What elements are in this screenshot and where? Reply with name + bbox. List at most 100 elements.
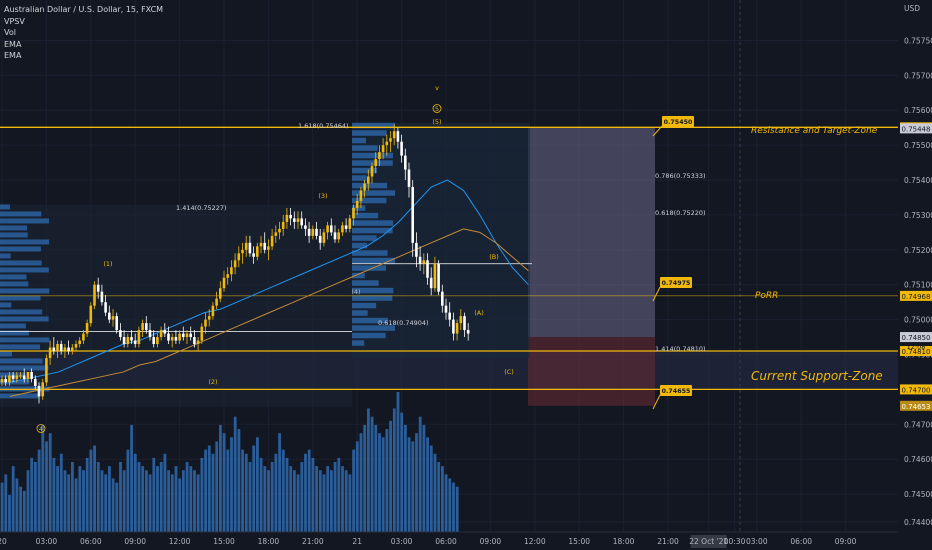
candle-body[interactable]	[167, 333, 170, 341]
candle-body[interactable]	[352, 207, 355, 219]
candle-body[interactable]	[48, 347, 52, 358]
candle-body[interactable]	[119, 330, 122, 338]
candle-body[interactable]	[126, 337, 130, 345]
candle-body[interactable]	[89, 305, 93, 324]
candle-body[interactable]	[392, 131, 396, 139]
candle-body[interactable]	[363, 183, 366, 191]
candle-body[interactable]	[85, 323, 89, 334]
candle-body[interactable]	[156, 337, 159, 345]
candle-body[interactable]	[174, 337, 178, 341]
candle-body[interactable]	[326, 225, 329, 233]
candle-body[interactable]	[459, 316, 463, 324]
candle-body[interactable]	[267, 246, 270, 250]
candle-body[interactable]	[252, 253, 255, 257]
candle-body[interactable]	[355, 200, 359, 208]
candle-body[interactable]	[426, 260, 429, 278]
candle-body[interactable]	[341, 225, 344, 233]
candle-body[interactable]	[115, 316, 118, 331]
candle-body[interactable]	[367, 176, 370, 184]
candle-body[interactable]	[433, 263, 437, 289]
candle-body[interactable]	[444, 305, 448, 313]
candle-body[interactable]	[11, 375, 15, 379]
time-axis[interactable]: 20 03:00 06:00 09:00 12:00 15:00 18:00 21:00 21 0…	[0, 531, 898, 548]
candle-body[interactable]	[385, 141, 389, 146]
candle-body[interactable]	[219, 288, 222, 299]
candle-body[interactable]	[404, 155, 407, 170]
candle-body[interactable]	[455, 323, 459, 334]
candle-body[interactable]	[178, 333, 181, 341]
candle-body[interactable]	[182, 333, 185, 338]
candle-body[interactable]	[463, 316, 466, 331]
candle-body[interactable]	[244, 242, 248, 250]
candle-body[interactable]	[222, 277, 226, 289]
candle-body[interactable]	[0, 378, 4, 383]
candle-body[interactable]	[293, 218, 296, 222]
candle-body[interactable]	[278, 228, 281, 233]
candle-body[interactable]	[466, 330, 470, 334]
candle-body[interactable]	[270, 235, 274, 247]
candle-body[interactable]	[96, 284, 100, 292]
candle-body[interactable]	[333, 232, 337, 240]
candle-body[interactable]	[19, 375, 22, 377]
candle-body[interactable]	[34, 378, 37, 386]
candle-body[interactable]	[415, 242, 418, 257]
indicator-ema-1[interactable]: EMA	[4, 39, 22, 49]
candle-body[interactable]	[274, 232, 278, 236]
candle-body[interactable]	[256, 246, 259, 257]
candle-body[interactable]	[4, 378, 7, 383]
candle-body[interactable]	[311, 228, 315, 236]
candle-body[interactable]	[67, 347, 70, 352]
candle-body[interactable]	[226, 274, 229, 278]
candle-body[interactable]	[248, 242, 252, 254]
candle-body[interactable]	[63, 347, 67, 352]
symbol-title[interactable]: Australian Dollar / U.S. Dollar, 15, FXC…	[4, 5, 164, 14]
candle-body[interactable]	[233, 260, 237, 268]
candle-body[interactable]	[407, 169, 411, 188]
candle-body[interactable]	[111, 316, 115, 320]
candle-body[interactable]	[204, 319, 207, 327]
candle-body[interactable]	[196, 340, 200, 345]
candle-body[interactable]	[71, 347, 74, 352]
candle-body[interactable]	[429, 277, 433, 289]
candle-body[interactable]	[26, 371, 30, 379]
candle-body[interactable]	[344, 225, 348, 229]
candle-body[interactable]	[348, 218, 352, 229]
candle-body[interactable]	[148, 330, 152, 338]
candles[interactable]	[0, 124, 470, 404]
candle-body[interactable]	[59, 344, 63, 352]
candle-body[interactable]	[37, 385, 41, 397]
candle-body[interactable]	[45, 357, 48, 383]
candle-body[interactable]	[137, 330, 141, 345]
candle-body[interactable]	[207, 316, 211, 320]
candle-body[interactable]	[437, 263, 440, 292]
candle-body[interactable]	[411, 187, 414, 243]
candle-body[interactable]	[374, 159, 377, 167]
candle-body[interactable]	[285, 214, 289, 222]
candle-body[interactable]	[337, 232, 340, 240]
candle-body[interactable]	[215, 298, 218, 306]
candle-body[interactable]	[163, 330, 167, 334]
candle-body[interactable]	[441, 291, 444, 306]
candle-body[interactable]	[452, 319, 455, 334]
candle-body[interactable]	[200, 326, 204, 341]
candle-body[interactable]	[422, 260, 426, 264]
candle-body[interactable]	[370, 166, 374, 177]
candle-body[interactable]	[78, 340, 81, 345]
indicator-ema-2[interactable]: EMA	[4, 51, 22, 60]
candle-body[interactable]	[418, 256, 422, 264]
candle-body[interactable]	[193, 337, 196, 345]
candle-body[interactable]	[281, 221, 285, 229]
candle-body[interactable]	[8, 375, 11, 383]
candle-body[interactable]	[241, 249, 244, 254]
candle-body[interactable]	[304, 225, 307, 229]
candle-body[interactable]	[145, 323, 148, 331]
candle-body[interactable]	[263, 242, 266, 250]
candle-body[interactable]	[330, 225, 333, 233]
candle-body[interactable]	[448, 312, 451, 320]
candle-body[interactable]	[170, 337, 174, 341]
candle-body[interactable]	[159, 330, 163, 338]
candle-body[interactable]	[359, 190, 363, 201]
candle-body[interactable]	[289, 214, 292, 219]
